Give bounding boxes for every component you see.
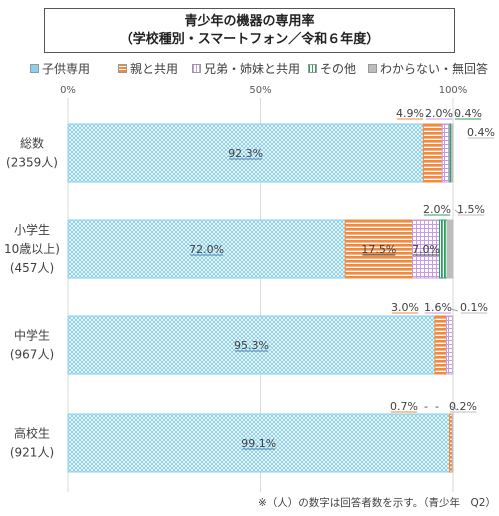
- data-label: 0.4%: [454, 107, 482, 120]
- leader-line: [450, 405, 458, 411]
- data-label-main: 72.0%: [189, 243, 224, 256]
- data-label: -: [424, 400, 428, 413]
- legend-swatch-shared-parent: [118, 63, 127, 73]
- category-label: 10歳以上): [4, 242, 60, 256]
- data-label: 3.0%: [391, 301, 419, 314]
- bar-segment: [67, 219, 346, 279]
- bar-segment: [450, 123, 454, 183]
- x-tick-label: 50%: [249, 85, 271, 96]
- category-label: 小学生: [14, 222, 50, 237]
- data-label: 1.5%: [457, 203, 485, 216]
- bar-segment: [446, 219, 454, 279]
- legend: 子供専用 親と共用 兄弟・姉妹と共用 その他 わからない・無回答: [0, 58, 499, 78]
- category-label: 総数: [20, 136, 44, 151]
- legend-label: 親と共用: [130, 61, 179, 76]
- bar-segment: [344, 219, 414, 279]
- x-tick-label: 0%: [60, 85, 76, 96]
- legend-item-unknown: わからない・無回答: [368, 58, 488, 78]
- leader-line: [450, 308, 459, 312]
- legend-swatch-other: [308, 63, 317, 73]
- chart-title-box: 青少年の機器の専用率 （学校種別・スマートフォン／令和６年度）: [44, 8, 455, 53]
- bar-segment: [439, 219, 448, 279]
- category-label: 高校生: [14, 426, 50, 441]
- legend-swatch-shared-sibling: [192, 63, 201, 73]
- legend-item-other: その他: [308, 58, 356, 78]
- bar-segment: [441, 123, 451, 183]
- footnote: ※（人）の数字は回答者数を示す。（青少年 Q2）: [258, 497, 496, 509]
- legend-label: 子供専用: [42, 61, 91, 76]
- bar-segment: [67, 123, 424, 183]
- data-label: 2.0%: [425, 107, 453, 120]
- bar-segment: [434, 315, 447, 375]
- legend-label: 兄弟・姉妹と共用: [204, 61, 301, 76]
- data-label: 7.0%: [412, 243, 440, 256]
- bar-segment: [422, 123, 443, 183]
- x-tick-label: 100%: [439, 85, 468, 96]
- legend-item-shared-sibling: 兄弟・姉妹と共用: [192, 58, 300, 78]
- data-label: 0.4%: [467, 126, 495, 139]
- legend-label: その他: [320, 61, 357, 76]
- bar-segment: [412, 219, 441, 279]
- category-label: 中学生: [14, 328, 50, 343]
- data-label: 0.1%: [460, 301, 488, 314]
- bar-segment: [451, 413, 454, 473]
- bar-segment: [445, 315, 454, 375]
- data-label-main: 95.3%: [234, 339, 269, 352]
- category-label: (921人): [10, 446, 54, 460]
- chart-subtitle: （学校種別・スマートフォン／令和６年度）: [119, 32, 380, 47]
- data-label: -: [435, 400, 439, 413]
- data-label: 4.9%: [396, 107, 424, 120]
- chart-title: 青少年の機器の専用率: [184, 14, 315, 29]
- data-label-main: 92.3%: [228, 147, 263, 160]
- legend-swatch-child-only: [30, 63, 39, 73]
- data-label: 17.5%: [361, 243, 396, 256]
- bar-segment: [67, 315, 436, 375]
- legend-item-shared-parent: 親と共用: [118, 58, 178, 78]
- data-label: 0.7%: [390, 400, 418, 413]
- data-label: 2.0%: [423, 203, 451, 216]
- legend-label: わからない・無回答: [380, 61, 489, 76]
- legend-item-child-only: 子供専用: [30, 58, 90, 78]
- data-label: 1.6%: [424, 301, 452, 314]
- category-label: (457人): [10, 261, 54, 275]
- data-label-main: 99.1%: [241, 437, 276, 450]
- leader-line: [454, 110, 461, 118]
- data-label: 0.2%: [449, 400, 477, 413]
- leader-line: [454, 209, 461, 215]
- category-label: (967人): [10, 348, 54, 362]
- bar-segment: [67, 413, 451, 473]
- category-label: (2359人): [6, 156, 58, 170]
- legend-swatch-unknown: [368, 63, 377, 73]
